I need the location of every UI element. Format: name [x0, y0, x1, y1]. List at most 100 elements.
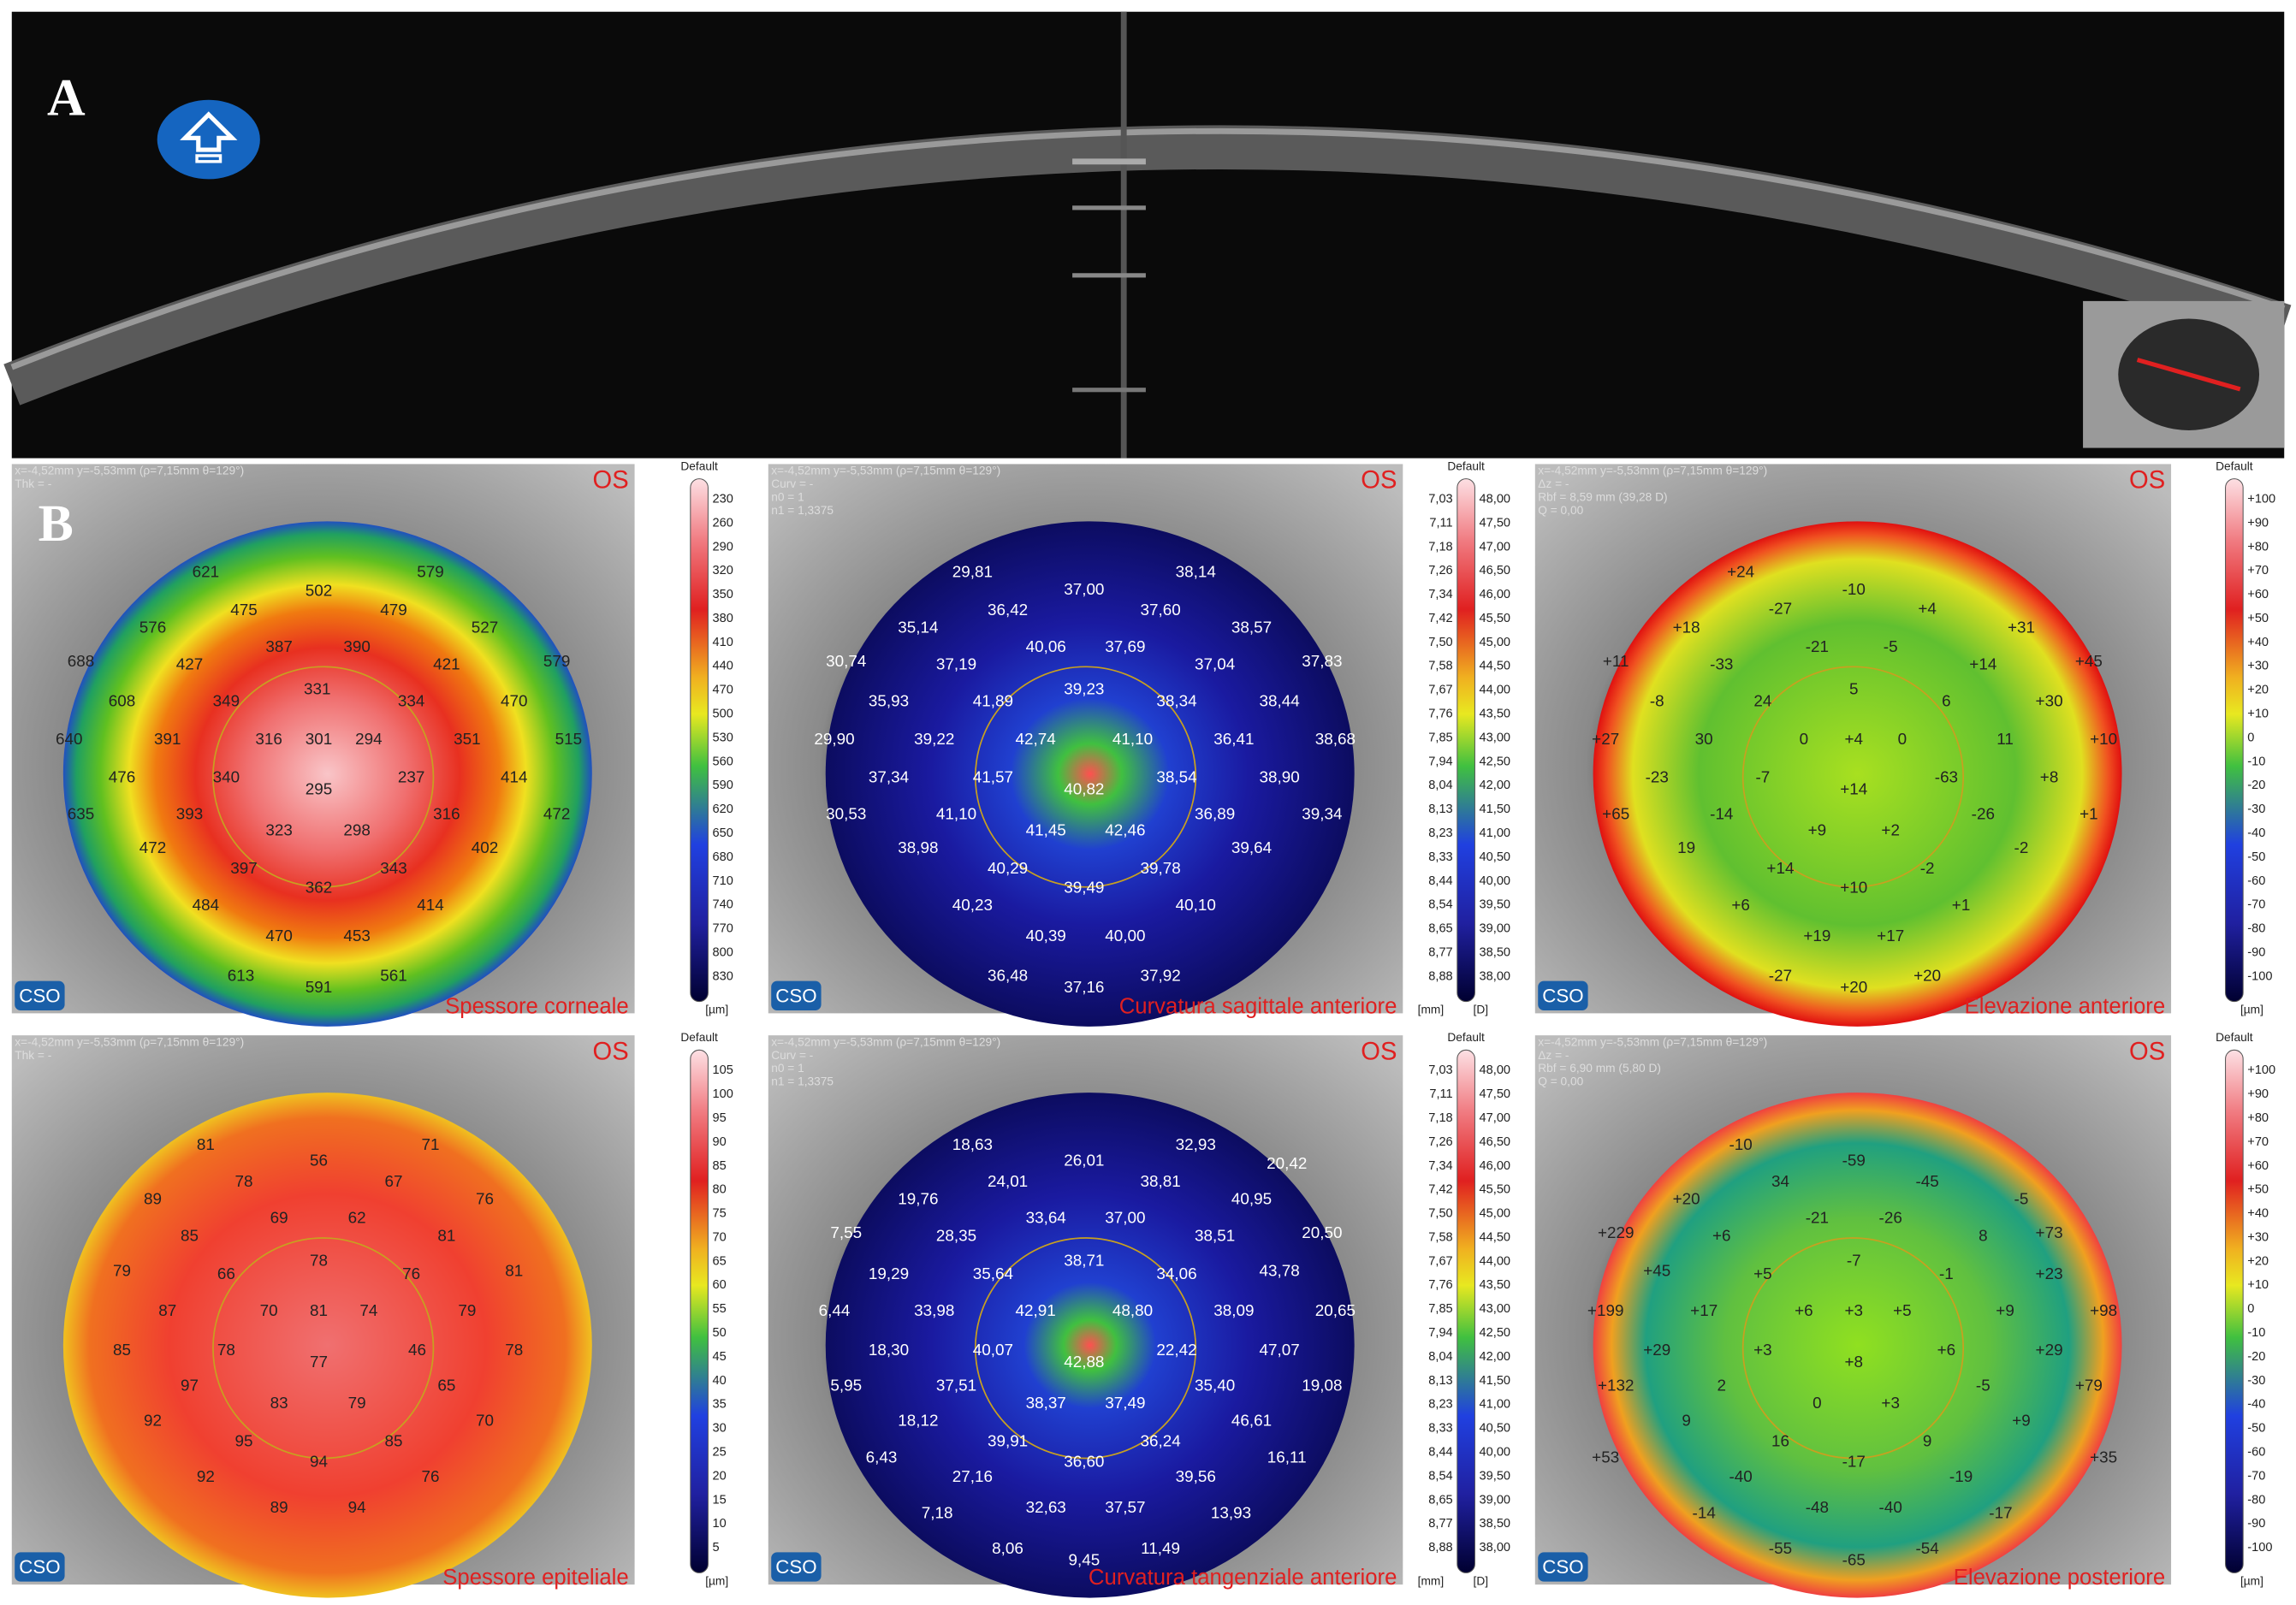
topography-map: [768, 1035, 1475, 1598]
color-bar: [690, 1049, 709, 1573]
map-value: -2: [2014, 839, 2029, 857]
scale-label: 45,00: [1480, 636, 1510, 649]
scale-label: 680: [713, 850, 733, 864]
topography-map: [1534, 464, 2244, 1027]
map-value: +1: [1952, 897, 1971, 915]
map-value: 70: [476, 1413, 494, 1430]
map-value: -17: [1842, 1454, 1866, 1472]
logo: CSO: [1542, 985, 1583, 1006]
map-value: 38,34: [1156, 692, 1196, 710]
map-value: 331: [304, 681, 331, 699]
scale-label: 42,00: [1480, 779, 1510, 792]
scale-label: 10: [713, 1517, 727, 1531]
map-value: 393: [176, 806, 204, 824]
map-value: 81: [437, 1227, 455, 1245]
logo-box: [771, 1552, 822, 1582]
map-value: 0: [1812, 1395, 1822, 1413]
logo-box: [15, 980, 65, 1010]
scale-label: 440: [713, 660, 733, 673]
map-value: 33,64: [1026, 1210, 1066, 1228]
map-value: 40,10: [1176, 897, 1216, 915]
pupil-ring: [212, 1237, 435, 1460]
scale-label: 290: [713, 540, 733, 554]
map-value: -40: [1879, 1499, 1902, 1517]
info-text: n1 = 1,3375: [771, 504, 834, 517]
map-value: 527: [472, 619, 498, 637]
map-value: -1: [1939, 1265, 1954, 1283]
scale-label: 7,34: [1428, 588, 1452, 601]
map-value: 32,63: [1026, 1499, 1066, 1517]
map-value: 79: [458, 1302, 476, 1320]
eye-label: OS: [593, 467, 629, 495]
scale-label: 42,50: [1480, 755, 1510, 768]
map-value: 27,16: [952, 1468, 993, 1486]
map-value: 38,57: [1231, 619, 1272, 637]
scale-label: 41,00: [1480, 826, 1510, 840]
map-value: 295: [306, 780, 333, 798]
scale-label: 7,58: [1428, 660, 1452, 673]
scale-label: 8,77: [1428, 945, 1452, 959]
scale-label: 8,54: [1428, 1469, 1452, 1483]
logo-box: [15, 1552, 65, 1582]
map-value: +6: [1795, 1302, 1813, 1320]
map-value: 397: [230, 860, 258, 878]
map-value: +4: [1845, 731, 1864, 749]
scale-label: +50: [2247, 612, 2269, 625]
up-button[interactable]: [157, 99, 260, 180]
map-value: +23: [2036, 1265, 2063, 1283]
scale-label: -30: [2247, 1374, 2265, 1388]
map-value: 78: [234, 1173, 252, 1191]
map-value: 41,89: [973, 692, 1013, 710]
map-value: 65: [437, 1377, 455, 1395]
map-value: +4: [1918, 600, 1937, 618]
map-value: 30: [1695, 731, 1713, 749]
map-value: +199: [1587, 1302, 1624, 1320]
scale-label: 40,00: [1480, 874, 1510, 888]
map-value: +20: [1913, 967, 1941, 985]
map-value: 41,45: [1026, 822, 1066, 840]
scale-label: 46,00: [1480, 588, 1510, 601]
scale-label: 43,00: [1480, 1302, 1510, 1316]
info-text: x=-4,52mm y=-5,53mm (ρ=7,15mm θ=129°): [771, 1035, 1000, 1048]
scale-label: 43,00: [1480, 731, 1510, 744]
scale-label: -90: [2247, 1517, 2265, 1531]
map-value: 37,51: [936, 1377, 976, 1395]
color-bar: [1457, 478, 1475, 1003]
map-value: 37,19: [936, 656, 976, 674]
map-value: -21: [1806, 1210, 1829, 1228]
info-text: Thk = -: [15, 477, 51, 490]
scale-label: 45,50: [1480, 612, 1510, 625]
scale-label: 48,00: [1480, 492, 1510, 506]
color-map: [62, 521, 592, 1027]
scale-label: 8,54: [1428, 898, 1452, 912]
scale-unit: [mm]: [1418, 1574, 1444, 1587]
map-value: 37,16: [1064, 979, 1104, 997]
map-value: 334: [398, 692, 424, 710]
scale-label: 95: [713, 1111, 727, 1125]
scale-label: 7,58: [1428, 1230, 1452, 1244]
map-value: +45: [1643, 1262, 1670, 1280]
map-value: 349: [213, 692, 240, 710]
info-text: Δz = -: [1538, 477, 1569, 490]
scale-label: 8,88: [1428, 969, 1452, 983]
info-text: Rbf = 8,59 mm (39,28 D): [1538, 491, 1667, 504]
map-value: 37,49: [1105, 1395, 1145, 1413]
logo-box: [1538, 980, 1588, 1010]
topography-map: [1534, 1035, 2244, 1598]
map-value: +3: [1753, 1341, 1772, 1359]
map-value: 24,01: [988, 1173, 1028, 1191]
scale-label: +90: [2247, 516, 2269, 530]
map-value: 78: [505, 1341, 523, 1359]
map-value: 94: [310, 1454, 328, 1472]
map-value: +14: [1840, 780, 1867, 798]
map-value: +5: [1893, 1302, 1912, 1320]
map-value: 316: [255, 731, 282, 749]
scale-label: -60: [2247, 1445, 2265, 1459]
map-title: Curvatura tangenziale anteriore: [1089, 1566, 1397, 1590]
scale-label: 44,50: [1480, 660, 1510, 673]
map-value: +6: [1937, 1341, 1956, 1359]
map-value: 83: [270, 1395, 288, 1413]
scale-label: 5: [713, 1541, 720, 1555]
map-value: 35,40: [1195, 1377, 1235, 1395]
scale-label: 830: [713, 969, 733, 983]
